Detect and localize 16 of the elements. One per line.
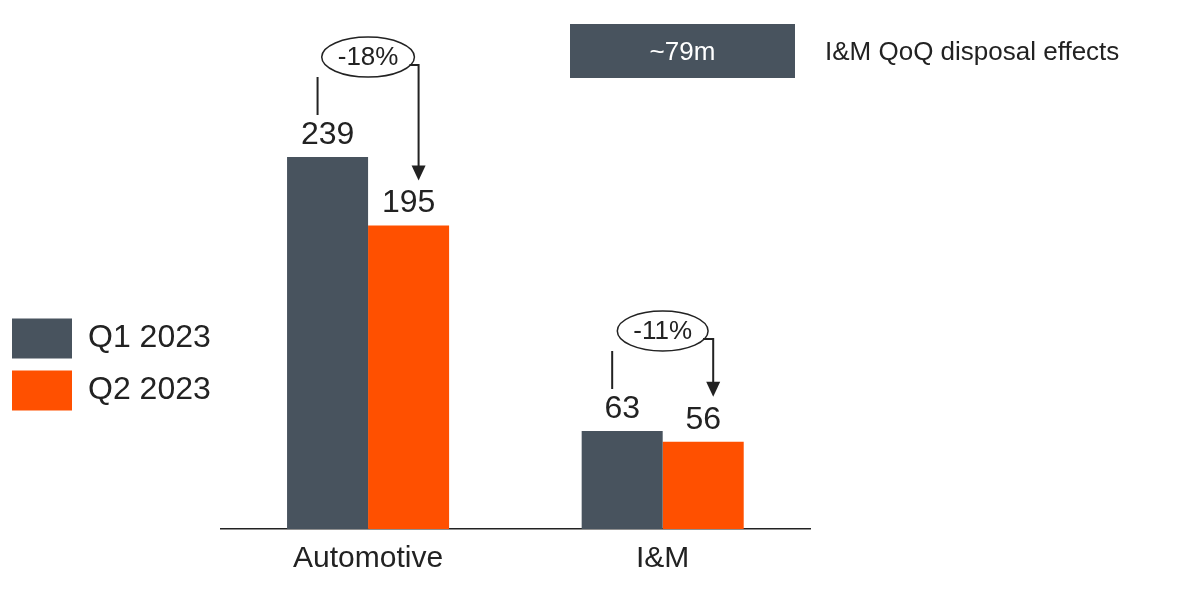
data-label: 56 bbox=[685, 399, 721, 436]
data-label: 195 bbox=[381, 183, 436, 220]
data-label: 239 bbox=[300, 114, 355, 151]
legend-label: Q2 2023 bbox=[88, 370, 211, 407]
bar bbox=[287, 157, 369, 529]
bar bbox=[368, 225, 450, 529]
x-tick-label: Automotive bbox=[293, 540, 444, 574]
bar bbox=[662, 441, 744, 529]
x-tick-label: I&M bbox=[636, 540, 690, 574]
text: -18% bbox=[337, 41, 399, 72]
text: ~79m bbox=[570, 24, 795, 78]
annotation: -11% bbox=[633, 315, 693, 346]
legend-label: Q1 2023 bbox=[88, 318, 211, 355]
text: I&M QoQ disposal effects bbox=[825, 35, 1120, 67]
data-label: 63 bbox=[604, 388, 640, 425]
bar bbox=[581, 430, 663, 529]
